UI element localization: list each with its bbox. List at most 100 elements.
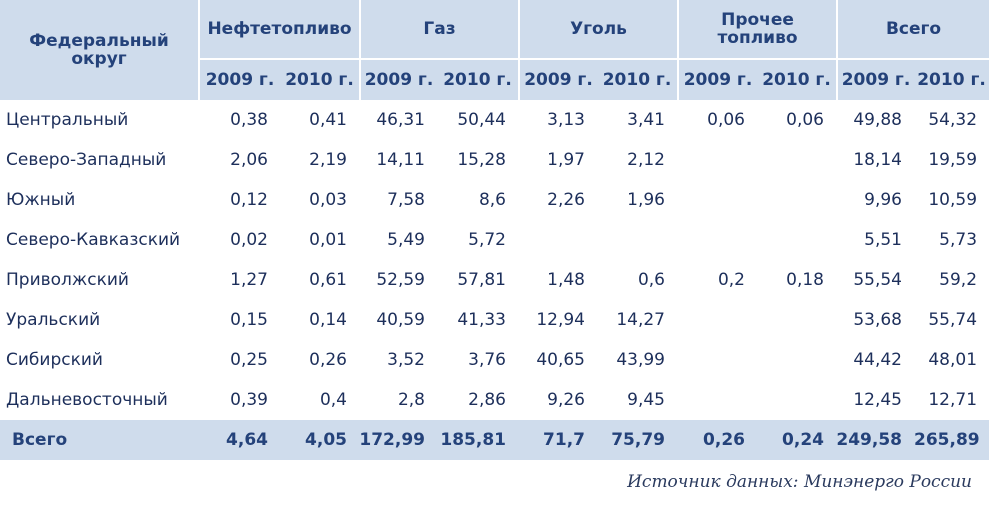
district-name: Приволжский [6, 270, 129, 290]
value-cell: 55,74 [928, 310, 978, 330]
value-cell: 41,33 [457, 310, 506, 330]
district-name: Дальневосточный [6, 390, 168, 410]
value-cell [757, 140, 836, 180]
value-cell: 59,2 [939, 270, 978, 290]
value-cell: 0,25 [230, 350, 268, 370]
value-cell: 49,88 [853, 110, 902, 130]
value-cell [677, 180, 757, 220]
value-cell: 12,71 [928, 390, 978, 410]
value-cell: 3,13 [547, 110, 585, 130]
table-row: Северо-Западный 2,06 2,19 14,11 15,28 1,97 2,1… [0, 140, 989, 180]
district-name: Всего [0, 420, 198, 460]
value-cell: 9,45 [627, 390, 665, 410]
value-cell [677, 220, 757, 260]
value-cell: 0,06 [707, 110, 745, 130]
value-cell: 12,45 [853, 390, 902, 410]
value-cell: 2,26 [547, 190, 585, 210]
value-cell [677, 380, 757, 420]
header-year: 2010 г. [437, 60, 518, 100]
value-cell: 5,72 [468, 230, 506, 250]
value-cell: 2,86 [468, 390, 506, 410]
value-cell: 40,59 [376, 310, 425, 330]
value-cell: 2,19 [309, 150, 347, 170]
source-note: Источник данных: Минэнерго России [627, 472, 972, 492]
value-cell: 0,39 [230, 390, 268, 410]
value-cell: 0,24 [757, 420, 836, 460]
value-cell [677, 340, 757, 380]
table-row: Сибирский 0,25 0,26 3,52 3,76 40,65 43,99 44,42… [0, 340, 989, 380]
district-name: Южный [6, 190, 76, 210]
table-row: Дальневосточный 0,39 0,4 2,8 2,86 9,26 9,45 12,… [0, 380, 989, 420]
value-cell: 2,06 [230, 150, 268, 170]
value-cell: 0,38 [230, 110, 268, 130]
value-cell: 4,64 [198, 420, 280, 460]
header-group-coal: Уголь [518, 0, 677, 60]
value-cell: 0,18 [786, 270, 824, 290]
value-cell: 19,59 [928, 150, 978, 170]
value-cell: 10,59 [928, 190, 978, 210]
value-cell [757, 180, 836, 220]
value-cell: 7,58 [387, 190, 425, 210]
header-group-oil: Нефтетопливо [198, 0, 359, 60]
value-cell: 0,14 [309, 310, 347, 330]
value-cell [677, 140, 757, 180]
header-year: 2010 г. [914, 60, 989, 100]
value-cell: 2,12 [627, 150, 665, 170]
value-cell: 0,12 [230, 190, 268, 210]
header-year: 2010 г. [597, 60, 677, 100]
value-cell [518, 220, 597, 260]
value-cell: 0,6 [637, 270, 665, 290]
district-name: Северо-Кавказский [6, 230, 181, 250]
value-cell: 3,76 [468, 350, 506, 370]
value-cell: 1,48 [547, 270, 585, 290]
value-cell: 2,8 [397, 390, 425, 410]
total-row: Всего 4,64 4,05 172,99 185,81 71,7 75,79 0,26 0,… [0, 420, 989, 460]
header-year: 2009 г. [836, 60, 914, 100]
value-cell: 0,03 [309, 190, 347, 210]
value-cell: 265,89 [914, 420, 989, 460]
value-cell: 50,44 [457, 110, 506, 130]
value-cell: 9,96 [864, 190, 902, 210]
table-row: Северо-Кавказский 0,02 0,01 5,49 5,72 5,51 5,7… [0, 220, 989, 260]
value-cell: 18,14 [853, 150, 902, 170]
value-cell [757, 340, 836, 380]
value-cell: 172,99 [359, 420, 437, 460]
value-cell: 75,79 [597, 420, 677, 460]
district-name: Уральский [6, 310, 101, 330]
value-cell: 52,59 [376, 270, 425, 290]
value-cell [757, 300, 836, 340]
value-cell: 0,61 [309, 270, 347, 290]
value-cell: 57,81 [457, 270, 506, 290]
district-name: Центральный [6, 110, 129, 130]
data-table: Федеральный округ Нефтетопливо Газ Уголь… [0, 0, 989, 460]
value-cell: 185,81 [437, 420, 518, 460]
value-cell: 12,94 [536, 310, 585, 330]
value-cell: 5,51 [864, 230, 902, 250]
table-row: Приволжский 1,27 0,61 52,59 57,81 1,48 0,6 0,2 0… [0, 260, 989, 300]
header-year: 2009 г. [677, 60, 757, 100]
table-body: Центральный 0,38 0,41 46,31 50,44 3,13 3,41 0,0… [0, 100, 989, 460]
header-year: 2010 г. [280, 60, 359, 100]
value-cell: 40,65 [536, 350, 585, 370]
header-district: Федеральный округ [0, 0, 198, 100]
value-cell [757, 380, 836, 420]
value-cell: 3,41 [627, 110, 665, 130]
value-cell: 0,41 [309, 110, 347, 130]
value-cell: 43,99 [616, 350, 665, 370]
table-row: Центральный 0,38 0,41 46,31 50,44 3,13 3,41 0,0… [0, 100, 989, 140]
value-cell: 1,96 [627, 190, 665, 210]
value-cell [677, 300, 757, 340]
value-cell: 0,2 [717, 270, 745, 290]
value-cell: 0,01 [309, 230, 347, 250]
value-cell: 1,27 [230, 270, 268, 290]
value-cell: 15,28 [457, 150, 506, 170]
header-group-total: Всего [836, 0, 989, 60]
value-cell: 48,01 [928, 350, 978, 370]
value-cell: 55,54 [853, 270, 902, 290]
table-row: Уральский 0,15 0,14 40,59 41,33 12,94 14,27 53,… [0, 300, 989, 340]
district-name: Северо-Западный [6, 150, 167, 170]
value-cell: 0,15 [230, 310, 268, 330]
value-cell: 0,26 [677, 420, 757, 460]
header-year: 2009 г. [198, 60, 280, 100]
table-row: Южный 0,12 0,03 7,58 8,6 2,26 1,96 9,96 10,59 [0, 180, 989, 220]
